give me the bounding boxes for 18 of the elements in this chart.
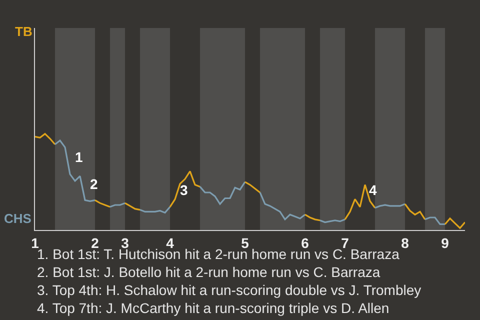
x-tick-label: 6 [301, 234, 310, 251]
x-tick-label: 7 [341, 234, 350, 251]
x-tick-label: 4 [166, 234, 174, 251]
text: 3. Top 4th: H. Schalow hit a run-scoring double vs J. Trombley [37, 282, 422, 298]
x-tick-label: 5 [241, 234, 250, 251]
x-tick-label: 1 [31, 234, 40, 251]
text: 4. Top 7th: J. McCarthy hit a run-scoring triple vs D. Allen [37, 300, 390, 316]
annotation: 4 [369, 182, 377, 198]
x-tick-label: 8 [401, 234, 410, 251]
x-tick-label: 2 [91, 234, 100, 251]
annotation: 1 [75, 149, 83, 165]
x-tick-label: 9 [441, 234, 450, 251]
text: CHS [4, 211, 32, 226]
text: 2. Bot 1st: J. Botello hit a 2-run home run vs C. Barraza [37, 264, 380, 280]
text: TB [15, 24, 32, 39]
annotation: 2 [90, 176, 98, 192]
annotation: 3 [180, 182, 188, 198]
x-tick-label: 3 [121, 234, 130, 251]
